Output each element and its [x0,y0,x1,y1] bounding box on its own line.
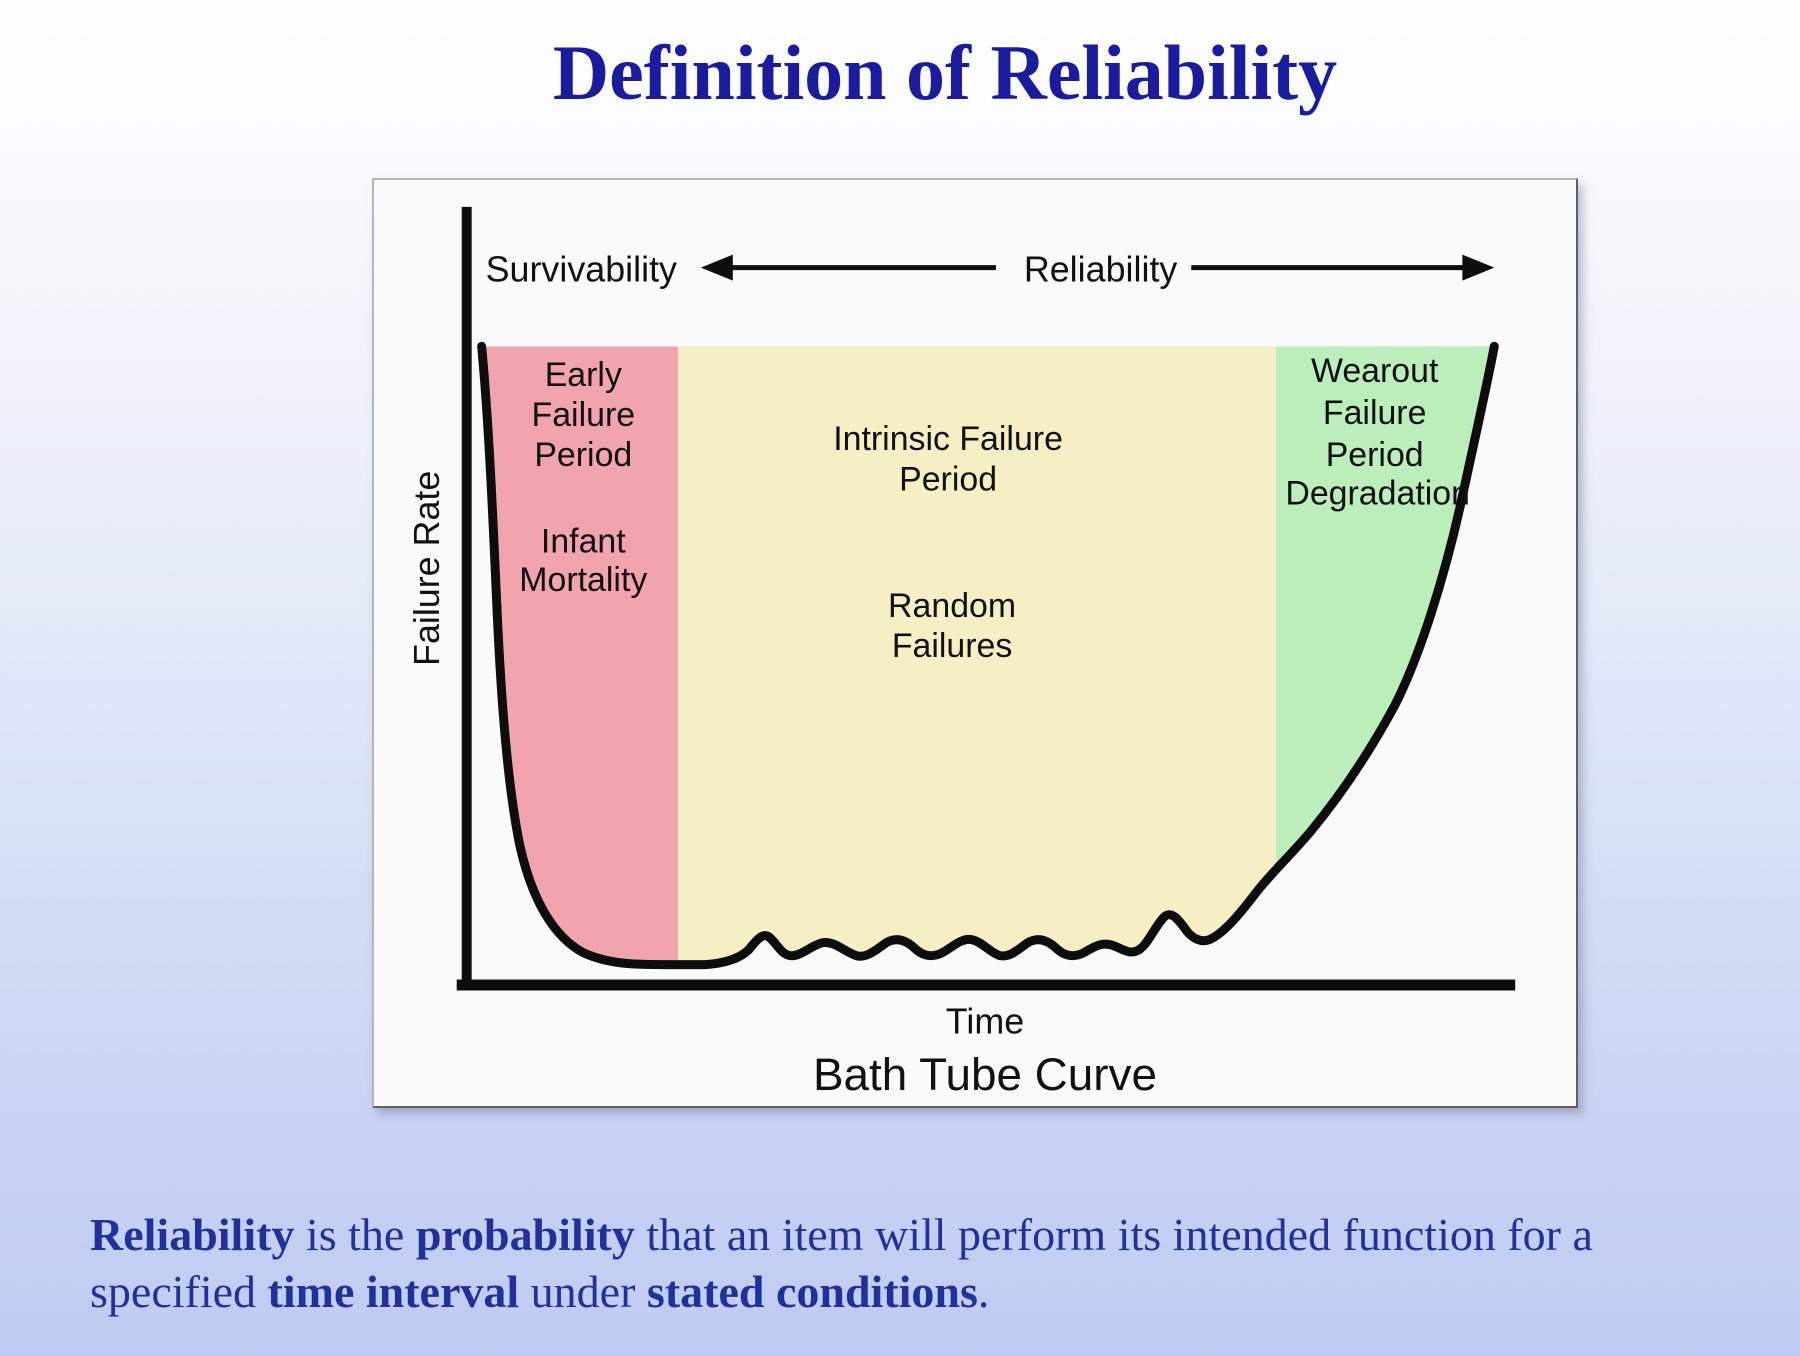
region-label-line: Random [888,587,1016,625]
region-label-line: Early [545,356,622,394]
bathtub-curve-figure: Survivability Reliability Failure Rate E… [372,178,1578,1108]
definition-segment: stated conditions [646,1266,978,1317]
bathtub-curve-chart: Survivability Reliability Failure Rate E… [407,206,1516,1100]
intrinsic-failure-labels: Intrinsic Failure Period Random Failures [833,420,1063,665]
region-label-line: Failure [1323,394,1427,432]
chart-caption: Bath Tube Curve [813,1049,1157,1100]
right-arrowhead-icon [1462,254,1495,281]
definition-segment: probability [415,1209,635,1260]
intrinsic-failure-region [677,346,1276,965]
y-axis-label: Failure Rate [407,471,447,666]
reliability-label: Reliability [1024,250,1178,290]
definition-segment: time interval [267,1266,520,1317]
survivability-label: Survivability [486,250,677,290]
page-title: Definition of Reliability [552,29,1338,116]
region-label-line: Degradation [1285,475,1470,513]
x-axis-label: Time [946,1001,1024,1041]
region-label-line: Infant [541,522,626,560]
survivability-reliability-arrows: Survivability Reliability [486,250,1495,290]
early-failure-labels: Early Failure Period Infant Mortality [519,356,647,599]
region-label-line: Failures [892,627,1012,665]
region-label-line: Mortality [519,561,647,599]
definition-segment: specified [90,1266,268,1317]
y-axis-line [461,206,472,991]
region-label-line: Period [899,461,997,499]
definition-segment: that an item will perform its intended f… [634,1209,1593,1260]
left-arrowhead-icon [700,254,733,281]
reliability-definition-text: Reliability is the probability that an i… [90,1206,1730,1320]
region-label-line: Wearout [1311,352,1439,390]
region-label-line: Intrinsic Failure [833,420,1063,458]
definition-segment: under [519,1266,647,1317]
region-label-line: Failure [532,396,636,434]
x-axis-line [456,979,1516,991]
region-label-line: Period [534,436,632,474]
wearout-failure-labels: Wearout Failure Period Degradation [1285,352,1470,512]
definition-segment: is the [294,1209,416,1260]
definition-segment: . [977,1266,990,1317]
definition-segment: Reliability [90,1209,295,1260]
region-label-line: Period [1326,436,1424,474]
bathtub-curve-line [477,341,1499,970]
